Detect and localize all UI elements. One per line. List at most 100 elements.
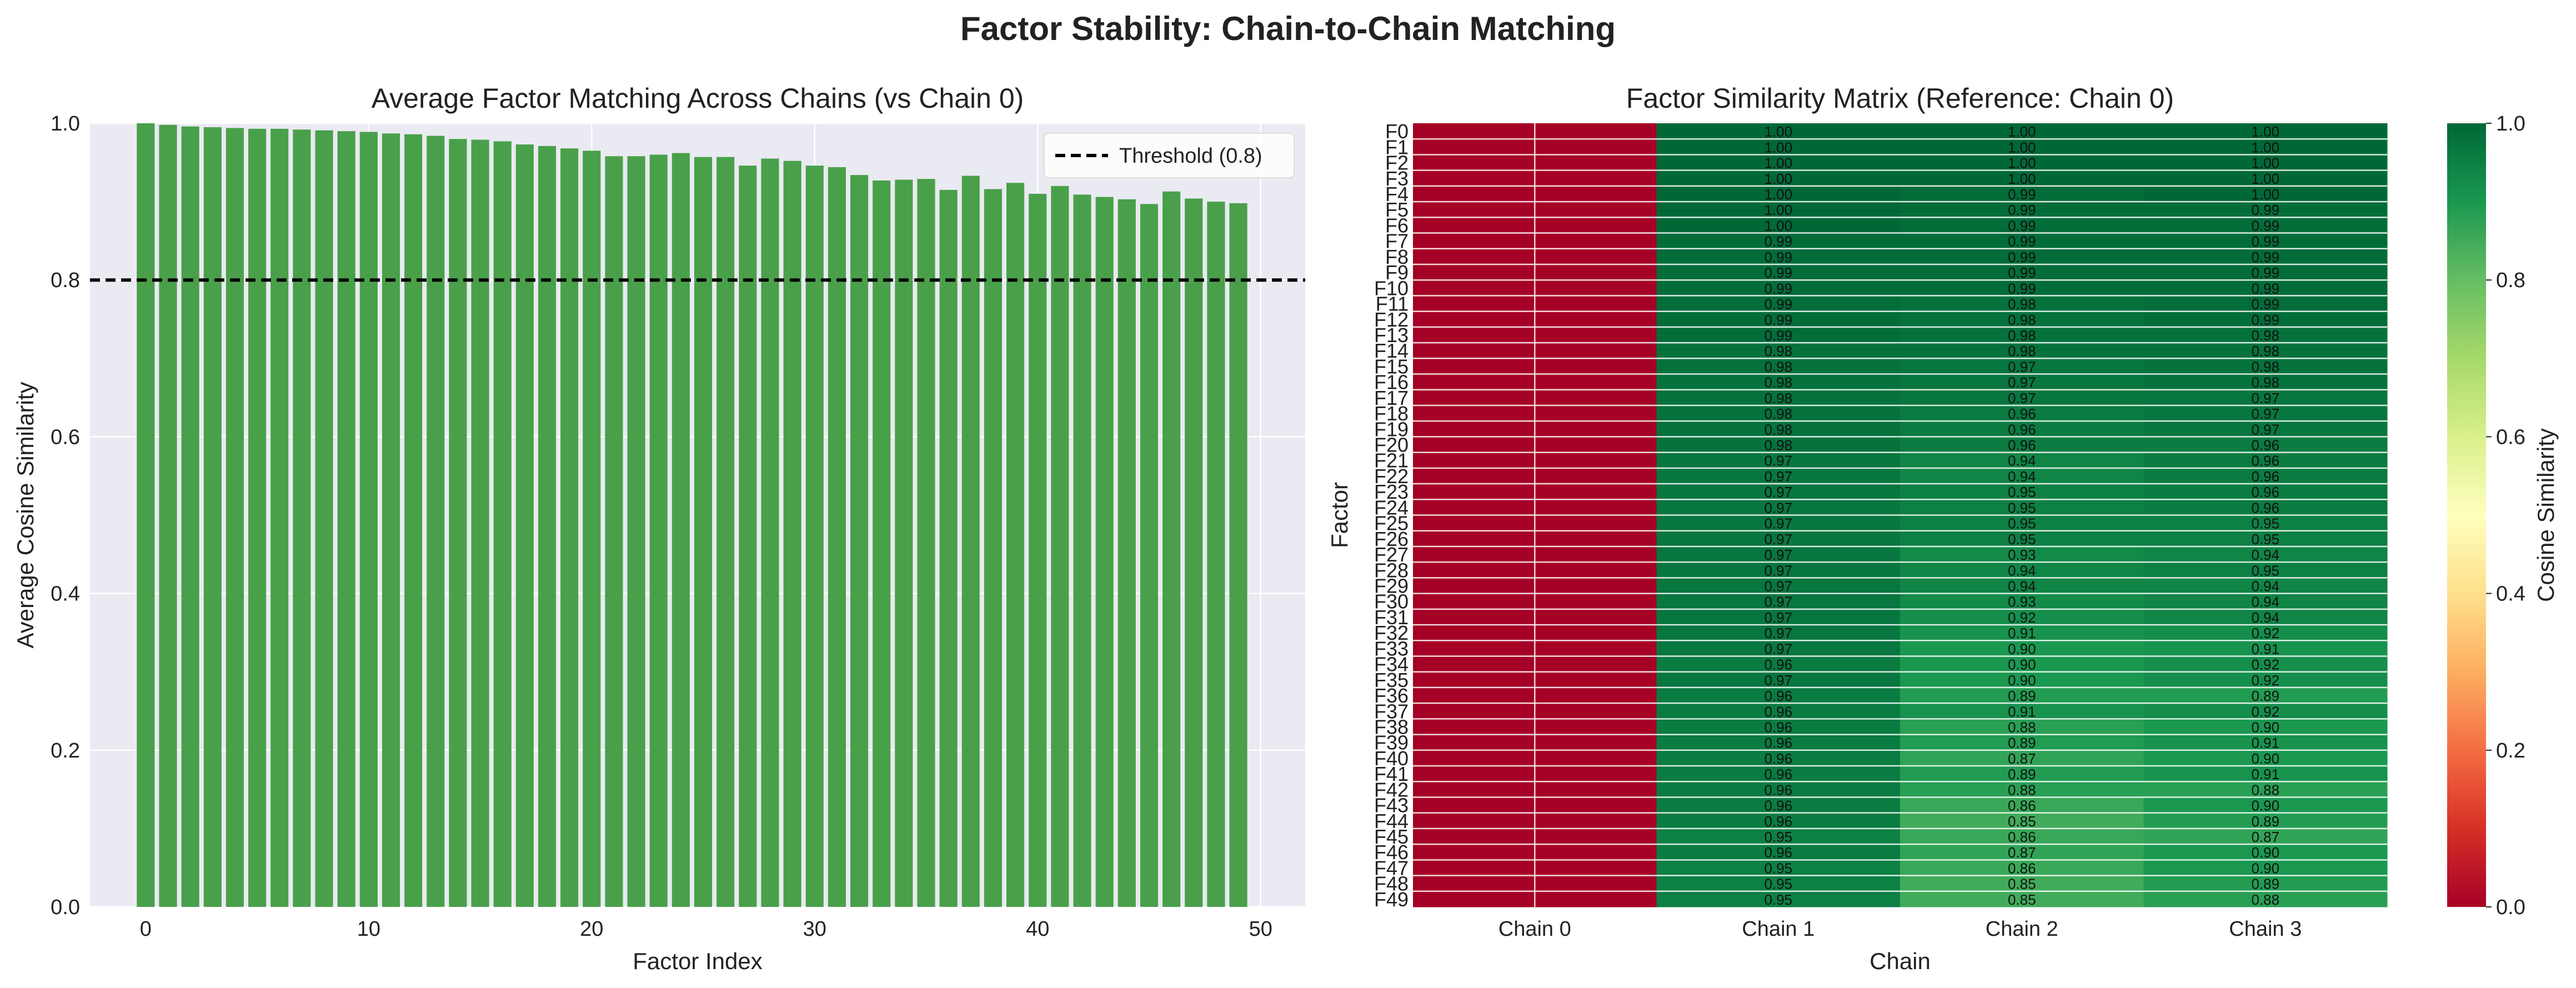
heatmap-row-label: F0 [1385, 120, 1409, 143]
heatmap-cell [1656, 389, 1901, 406]
bar [137, 123, 155, 907]
heatmap-cell [1656, 844, 1901, 860]
colorbar-tick-label: 0.6 [2496, 425, 2525, 449]
heatmap-cell-label: 0.98 [1764, 405, 1792, 422]
heatmap-row-label: F12 [1374, 308, 1409, 331]
heatmap-cell [1656, 311, 1901, 328]
heatmap-chart: 1.00 1.00 1.001.00 1.00 1.001.00 1.00 1.001.00… [1326, 83, 2559, 974]
heatmap-cell-label: 1.00 [1764, 139, 1792, 156]
heatmap-row-label: F20 [1374, 434, 1409, 457]
bar [203, 127, 222, 907]
heatmap-cell [2143, 343, 2388, 359]
bar [805, 165, 824, 907]
heatmap-cell-label: 0.99 [1764, 296, 1792, 313]
heatmap-cell [2143, 766, 2388, 782]
heatmap-cell-label: 0.97 [1764, 499, 1792, 516]
heatmap-row-label: F21 [1374, 449, 1409, 472]
heatmap-cell [1656, 484, 1901, 500]
heatmap-cell [1656, 640, 1901, 656]
bar-x-tick-label: 20 [580, 917, 603, 941]
heatmap-cell [2143, 609, 2388, 625]
bar-x-tick-label: 50 [1249, 917, 1272, 941]
bar [538, 146, 557, 907]
heatmap-cell-label: 0.99 [1764, 233, 1792, 250]
heatmap-row-label: F2 [1385, 152, 1409, 174]
heatmap-row-label: F34 [1374, 653, 1409, 676]
heatmap-row-label: F47 [1374, 856, 1409, 879]
heatmap-cell [1656, 154, 1901, 171]
heatmap-row-label: F39 [1374, 731, 1409, 754]
heatmap-cell [1656, 139, 1901, 155]
heatmap-cell-label: 0.95 [2008, 499, 2036, 516]
heatmap-cell [1656, 217, 1901, 234]
heatmap-cell-label: 0.96 [2008, 421, 2036, 438]
heatmap-cell [2143, 154, 2388, 171]
heatmap-cell [1900, 421, 2144, 437]
heatmap-cell-label: 0.97 [1764, 640, 1792, 657]
heatmap-cell-label: 0.97 [1764, 609, 1792, 626]
heatmap-cell [2143, 311, 2388, 328]
heatmap-cell [2143, 139, 2388, 155]
heatmap-row-label: F15 [1374, 355, 1409, 378]
bar [671, 153, 690, 907]
legend-entry-threshold: Threshold (0.8) [1119, 144, 1262, 168]
heatmap-row-label: F37 [1374, 700, 1409, 723]
heatmap-cell [1656, 170, 1901, 187]
heatmap-cell-label: 0.98 [1764, 390, 1792, 407]
heatmap-cell-label: 0.95 [2251, 562, 2279, 579]
heatmap-cell [2143, 452, 2388, 469]
heatmap-row-label: F16 [1374, 371, 1409, 394]
heatmap-cell [2143, 374, 2388, 390]
heatmap-cell-label: 0.99 [2251, 296, 2279, 313]
heatmap-row-label: F14 [1374, 339, 1409, 362]
heatmap-column-label: Chain 3 [2229, 917, 2302, 941]
heatmap-row-label: F29 [1374, 574, 1409, 597]
heatmap-cell [1656, 515, 1901, 531]
bar [248, 128, 267, 907]
heatmap-cell-label: 0.86 [2008, 798, 2036, 814]
bar [560, 148, 579, 907]
heatmap-row-label: F33 [1374, 637, 1409, 660]
heatmap-cell [1656, 687, 1901, 704]
heatmap-cell-label: 0.97 [1764, 625, 1792, 641]
heatmap-cell [1900, 891, 2144, 907]
bar [649, 154, 668, 907]
heatmap-cell-label: 0.99 [2008, 217, 2036, 234]
heatmap-cell [1900, 875, 2144, 892]
heatmap-cell-label: 0.97 [2251, 405, 2279, 422]
heatmap-cell-label: 0.97 [2251, 390, 2279, 407]
heatmap-cell [1900, 719, 2144, 735]
heatmap-cell [2143, 797, 2388, 814]
heatmap-cell-label: 0.99 [2251, 217, 2279, 234]
heatmap-cell [1900, 562, 2144, 578]
heatmap-cell [2143, 671, 2388, 688]
heatmap-cell [2143, 405, 2388, 422]
heatmap-cell [1656, 813, 1901, 829]
heatmap-row-label: F43 [1374, 794, 1409, 817]
heatmap-cell [1900, 750, 2144, 766]
heatmap-cell-label: 0.93 [2008, 594, 2036, 610]
bar [1162, 191, 1181, 907]
heatmap-cell-label: 0.97 [1764, 468, 1792, 485]
heatmap-cell [1656, 546, 1901, 563]
heatmap-cell [1900, 327, 2144, 343]
heatmap-cell-label: 0.95 [1764, 860, 1792, 876]
bar-x-tick-label: 10 [357, 917, 380, 941]
heatmap-cell-label: 0.99 [2008, 264, 2036, 281]
heatmap-cell [1900, 687, 2144, 704]
heatmap-cell [1900, 233, 2144, 249]
heatmap-row-label: F19 [1374, 418, 1409, 440]
bar-x-tick-label: 30 [803, 917, 826, 941]
heatmap-cell-label: 0.99 [2251, 280, 2279, 297]
heatmap-cell-label: 0.92 [2251, 625, 2279, 641]
heatmap-cell-label: 1.00 [2251, 155, 2279, 172]
heatmap-cell-label: 0.85 [2008, 891, 2036, 908]
heatmap-cell [1900, 154, 2144, 171]
colorbar-tick-label: 0.0 [2496, 896, 2525, 919]
heatmap-cell [2143, 750, 2388, 766]
heatmap-cell [1900, 374, 2144, 390]
heatmap-cell-label: 0.98 [2251, 358, 2279, 375]
heatmap-cell-label: 0.89 [2251, 876, 2279, 892]
bar [761, 158, 779, 907]
heatmap-cell-label: 0.98 [2008, 312, 2036, 328]
